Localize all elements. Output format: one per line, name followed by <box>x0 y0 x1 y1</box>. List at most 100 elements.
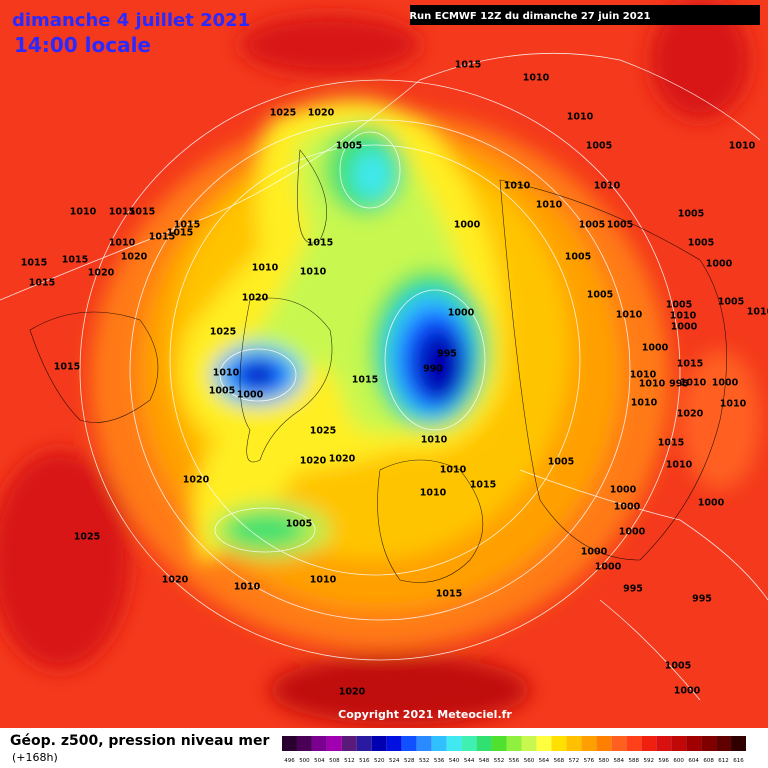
pressure-label: 1005 <box>666 300 692 311</box>
scale-label: 600 <box>673 758 684 764</box>
pressure-label: 1010 <box>680 378 707 389</box>
pressure-label: 1015 <box>455 60 481 71</box>
pressure-label: 1015 <box>167 228 193 239</box>
lead-time: (+168h) <box>12 751 58 764</box>
pressure-label: 1005 <box>678 209 704 220</box>
pressure-label: 1010 <box>310 575 337 586</box>
scale-swatch <box>446 736 462 751</box>
pressure-label: 1020 <box>242 293 269 304</box>
pressure-label: 1010 <box>639 379 666 390</box>
pressure-label: 1010 <box>567 112 594 123</box>
scale-label: 504 <box>314 758 325 764</box>
legend-title: Géop. z500, pression niveau mer <box>10 733 269 749</box>
pressure-label: 1010 <box>440 465 467 476</box>
pressure-label: 1020 <box>88 268 115 279</box>
scale-swatch <box>641 736 657 751</box>
pressure-label: 1010 <box>213 368 240 379</box>
pressure-label: 1015 <box>677 359 703 370</box>
scale-label: 576 <box>584 758 595 764</box>
pressure-label: 1015 <box>436 589 462 600</box>
scale-label: 588 <box>628 758 639 764</box>
scale-swatch <box>551 736 567 751</box>
scale-swatch <box>311 736 327 751</box>
run-info: Run ECMWF 12Z du dimanche 27 juin 2021 <box>409 11 650 22</box>
scale-swatch <box>386 736 402 751</box>
map-field <box>0 0 768 728</box>
scale-swatch <box>626 736 642 751</box>
scale-label: 584 <box>614 758 625 764</box>
pressure-label: 1000 <box>706 259 733 270</box>
scale-label: 496 <box>284 758 295 764</box>
scale-swatch <box>656 736 672 751</box>
scale-label: 532 <box>419 758 430 764</box>
pressure-label: 1020 <box>677 409 704 420</box>
scale-label: 608 <box>703 758 714 764</box>
scale-label: 508 <box>329 758 340 764</box>
pressure-label: 1025 <box>310 426 336 437</box>
scale-label: 512 <box>344 758 355 764</box>
run-box <box>410 5 760 25</box>
scale-swatch <box>371 736 387 751</box>
pressure-label: 1010 <box>300 267 327 278</box>
scale-swatch <box>701 736 717 751</box>
scale-swatch <box>686 736 702 751</box>
pressure-label: 1020 <box>308 108 335 119</box>
pressure-label: 1010 <box>421 435 448 446</box>
pressure-label: 1020 <box>183 475 210 486</box>
pressure-label: 1000 <box>619 527 646 538</box>
scale-swatch <box>671 736 687 751</box>
pressure-label: 1010 <box>630 370 657 381</box>
pressure-label: 1015 <box>54 362 80 373</box>
pressure-label: 1010 <box>420 488 447 499</box>
pressure-label: 1000 <box>610 485 637 496</box>
pressure-label: 1025 <box>210 327 236 338</box>
scale-swatch <box>416 736 432 751</box>
pressure-label: 1010 <box>594 181 621 192</box>
scale-swatch <box>296 736 312 751</box>
pressure-label: 1025 <box>74 532 100 543</box>
copyright: Copyright 2021 Meteociel.fr <box>338 708 512 721</box>
scale-swatch <box>596 736 612 751</box>
scale-swatch <box>716 736 732 751</box>
scale-label: 516 <box>359 758 370 764</box>
pressure-label: 1015 <box>62 255 88 266</box>
pressure-label: 1010 <box>666 460 693 471</box>
pressure-label: 1010 <box>234 582 261 593</box>
scale-label: 548 <box>479 758 490 764</box>
pressure-label: 1005 <box>336 141 362 152</box>
scale-label: 616 <box>733 758 744 764</box>
pressure-label: 1010 <box>252 263 279 274</box>
color-scale: 496 500 504 508 512 516 520 524 528 532 536 540 544 5… <box>282 736 746 764</box>
pressure-label: 1020 <box>300 456 327 467</box>
scale-label: 500 <box>299 758 310 764</box>
scale-label: 552 <box>494 758 505 764</box>
pressure-label: 1010 <box>631 398 658 409</box>
scale-label: 536 <box>434 758 445 764</box>
pressure-label: 995 <box>669 379 689 390</box>
pressure-label: 1005 <box>565 252 591 263</box>
pressure-label: 1015 <box>29 278 55 289</box>
scale-swatch <box>356 736 372 751</box>
pressure-label: 1000 <box>614 502 641 513</box>
pressure-label: 1015 <box>174 220 200 231</box>
pressure-label: 1000 <box>698 498 725 509</box>
scale-swatch <box>506 736 522 751</box>
pressure-label: 1010 <box>70 207 97 218</box>
pressure-label: 1010 <box>523 73 550 84</box>
pressure-label: 1005 <box>286 519 312 530</box>
scale-swatch <box>431 736 447 751</box>
pressure-label: 1000 <box>671 322 698 333</box>
scale-swatch <box>401 736 417 751</box>
subtitle: 14:00 locale <box>14 33 151 57</box>
pressure-label: 1010 <box>729 141 756 152</box>
scale-label: 556 <box>509 758 520 764</box>
pressure-label: 1000 <box>581 547 608 558</box>
pressure-label: 1005 <box>587 290 613 301</box>
scale-swatch <box>476 736 492 751</box>
scale-label: 572 <box>569 758 580 764</box>
pressure-label: 1020 <box>121 252 148 263</box>
pressure-label: 1025 <box>270 108 296 119</box>
pressure-label: 1005 <box>688 238 714 249</box>
